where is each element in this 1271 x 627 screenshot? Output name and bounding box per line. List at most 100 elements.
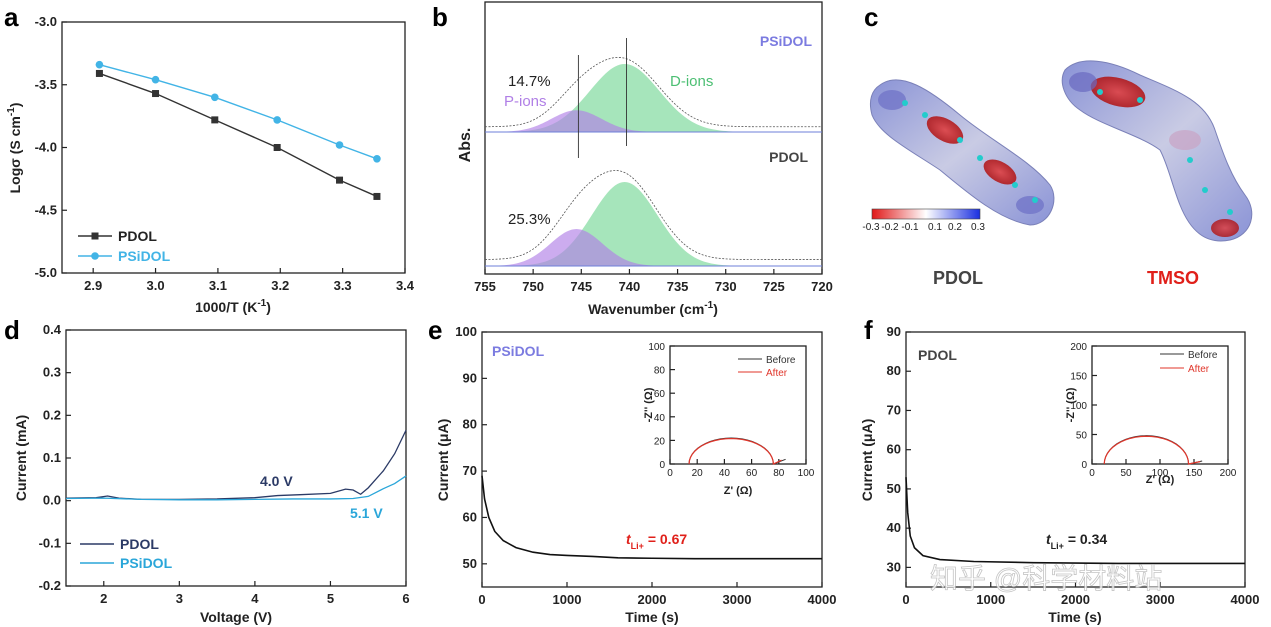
x-tick-label: 5	[327, 591, 334, 606]
y-tick-label: 70	[463, 463, 477, 478]
axis-ticks-d: 2 3 4 5 6 0.4 0.3 0.2 0.1 0.0 -0.1 -0.2	[39, 322, 410, 606]
p-ions-peak-psidol	[485, 110, 822, 132]
data-point-psidol	[373, 154, 381, 163]
y-tick-label: 60	[654, 389, 666, 400]
plot-frame-a	[61, 21, 406, 274]
y-tick-label: 150	[1070, 372, 1087, 383]
y-axis-label-f: Current (μA)	[859, 419, 875, 501]
x-tick-label: 3000	[1146, 592, 1175, 607]
x-axis-label-f: Time (s)	[1048, 609, 1101, 625]
p-ions-annotation: P-ions	[504, 93, 547, 110]
x-tick-label: 3000	[723, 592, 752, 607]
x-tick-label: 740	[619, 279, 641, 294]
spectrum-label-pdol: PDOL	[769, 149, 808, 165]
x-axis-label-a: 1000/T (K-1)	[195, 298, 271, 315]
panel-letter-d: d	[4, 315, 20, 345]
colorbar-tick-label: 0.1	[928, 222, 942, 233]
y-tick-label: 0	[1081, 460, 1087, 471]
x-tick-label: 4	[251, 591, 259, 606]
legend-a: PDOL PSiDOL	[78, 228, 171, 264]
x-tick-label: 3.3	[334, 278, 352, 293]
x-tick-label: 100	[798, 468, 815, 479]
colorbar-tick-label: -0.2	[881, 222, 899, 233]
panel-letter-f: f	[864, 315, 873, 345]
x-tick-label: 2	[100, 591, 107, 606]
colorbar-ticks: -0.3 -0.2 -0.1 0.1 0.2 0.3	[862, 222, 985, 233]
x-tick-label: 745	[570, 279, 592, 294]
data-point-psidol	[335, 141, 344, 149]
x-tick-label: 0	[902, 592, 909, 607]
y-axis-label-d: Current (mA)	[13, 415, 29, 501]
x-tick-label: 4000	[1231, 592, 1260, 607]
y-tick-label: 80	[654, 366, 666, 377]
p-ions-percent-pdol: 25.3%	[508, 211, 551, 228]
inset-frame-e	[669, 345, 807, 465]
annotation-5v: 5.1 V	[350, 505, 383, 521]
x-tick-label: 4000	[808, 592, 837, 607]
legend-label-pdol: PDOL	[118, 228, 157, 244]
watermark: 知乎 @科学材料站	[930, 563, 1162, 594]
y-tick-label: 50	[887, 481, 901, 496]
y-axis-label-b: Abs.	[457, 128, 474, 163]
nyquist-after	[1103, 435, 1201, 465]
y-tick-label: 0.2	[43, 407, 61, 422]
y-tick-label: 40	[887, 520, 901, 535]
inset-legend-after-f: After	[1188, 364, 1210, 375]
y-tick-label: 30	[887, 559, 901, 574]
x-tick-label: 730	[715, 279, 737, 294]
y-tick-label: 60	[887, 442, 901, 457]
plot-frame-b	[484, 1, 823, 275]
inset-ylabel-f: -Z'' (Ω)	[1065, 387, 1077, 422]
y-tick-label: 0.4	[43, 322, 62, 337]
tmso-molecule-surface	[1061, 60, 1253, 242]
y-tick-label: 50	[463, 556, 477, 571]
x-tick-label: 6	[402, 591, 409, 606]
series-line-pdol	[99, 72, 378, 198]
x-tick-label: 0	[1089, 468, 1095, 479]
plot-frame-d	[65, 329, 407, 587]
x-tick-label: 3.0	[147, 278, 165, 293]
colorbar-tick-label: -0.3	[862, 222, 880, 233]
panel-letter-b: b	[432, 2, 448, 32]
inset-legend-after-e: After	[766, 368, 788, 379]
x-tick-label: 60	[746, 468, 758, 479]
x-tick-label: 750	[522, 279, 544, 294]
d-ions-annotation: D-ions	[670, 73, 713, 90]
panel-c: c -0.3 -0.2 -0.1 0.1 0.2 0.3 PDOL TMSO	[862, 2, 1253, 288]
plot-area-f	[905, 477, 1245, 565]
y-axis-label-e: Current (μA)	[435, 419, 451, 501]
panel-letter-c: c	[864, 2, 878, 32]
x-tick-label: 50	[1120, 468, 1132, 479]
y-tick-label: 200	[1070, 342, 1087, 353]
data-point-pdol	[95, 69, 103, 77]
panel-letter-e: e	[428, 315, 442, 345]
data-point-pdol	[273, 144, 281, 151]
axis-ticks-a: 2.9 3.0 3.1 3.2 3.3 3.4 -3.0 -3.5 -4.0 -4.5 -5.0	[35, 14, 415, 293]
y-tick-label: 0.3	[43, 365, 61, 380]
y-tick-label: 0	[659, 460, 665, 471]
x-tick-label: 2000	[638, 592, 667, 607]
x-tick-label: 3.2	[271, 278, 289, 293]
x-tick-label: 200	[1220, 468, 1237, 479]
x-tick-label: 0	[667, 468, 673, 479]
legend-label-psidol: PSiDOL	[118, 248, 171, 264]
d-ions-peak-pdol	[485, 182, 822, 266]
plot-area-a	[95, 60, 381, 200]
x-tick-label: 20	[692, 468, 704, 479]
x-tick-label: 2000	[1061, 592, 1090, 607]
panel-letter-a: a	[4, 2, 19, 32]
transference-number-f: tLi+ = 0.34	[1046, 531, 1107, 551]
axis-ticks-b: 755 750 745 740 735 730 725 720	[474, 269, 833, 294]
data-point-pdol	[373, 192, 381, 200]
current-decay-line	[481, 475, 822, 560]
inset-legend-before-e: Before	[766, 355, 796, 366]
molecule-label-pdol: PDOL	[933, 268, 983, 288]
inset-legend-before-f: Before	[1188, 350, 1218, 361]
envelope-psidol	[484, 57, 823, 128]
inset-xlabel-e: Z' (Ω)	[724, 485, 753, 497]
p-ions-percent-psidol: 14.7%	[508, 73, 551, 90]
y-axis-label-a: Logσ (S cm-1)	[6, 103, 23, 194]
y-tick-label: -3.0	[35, 14, 57, 29]
